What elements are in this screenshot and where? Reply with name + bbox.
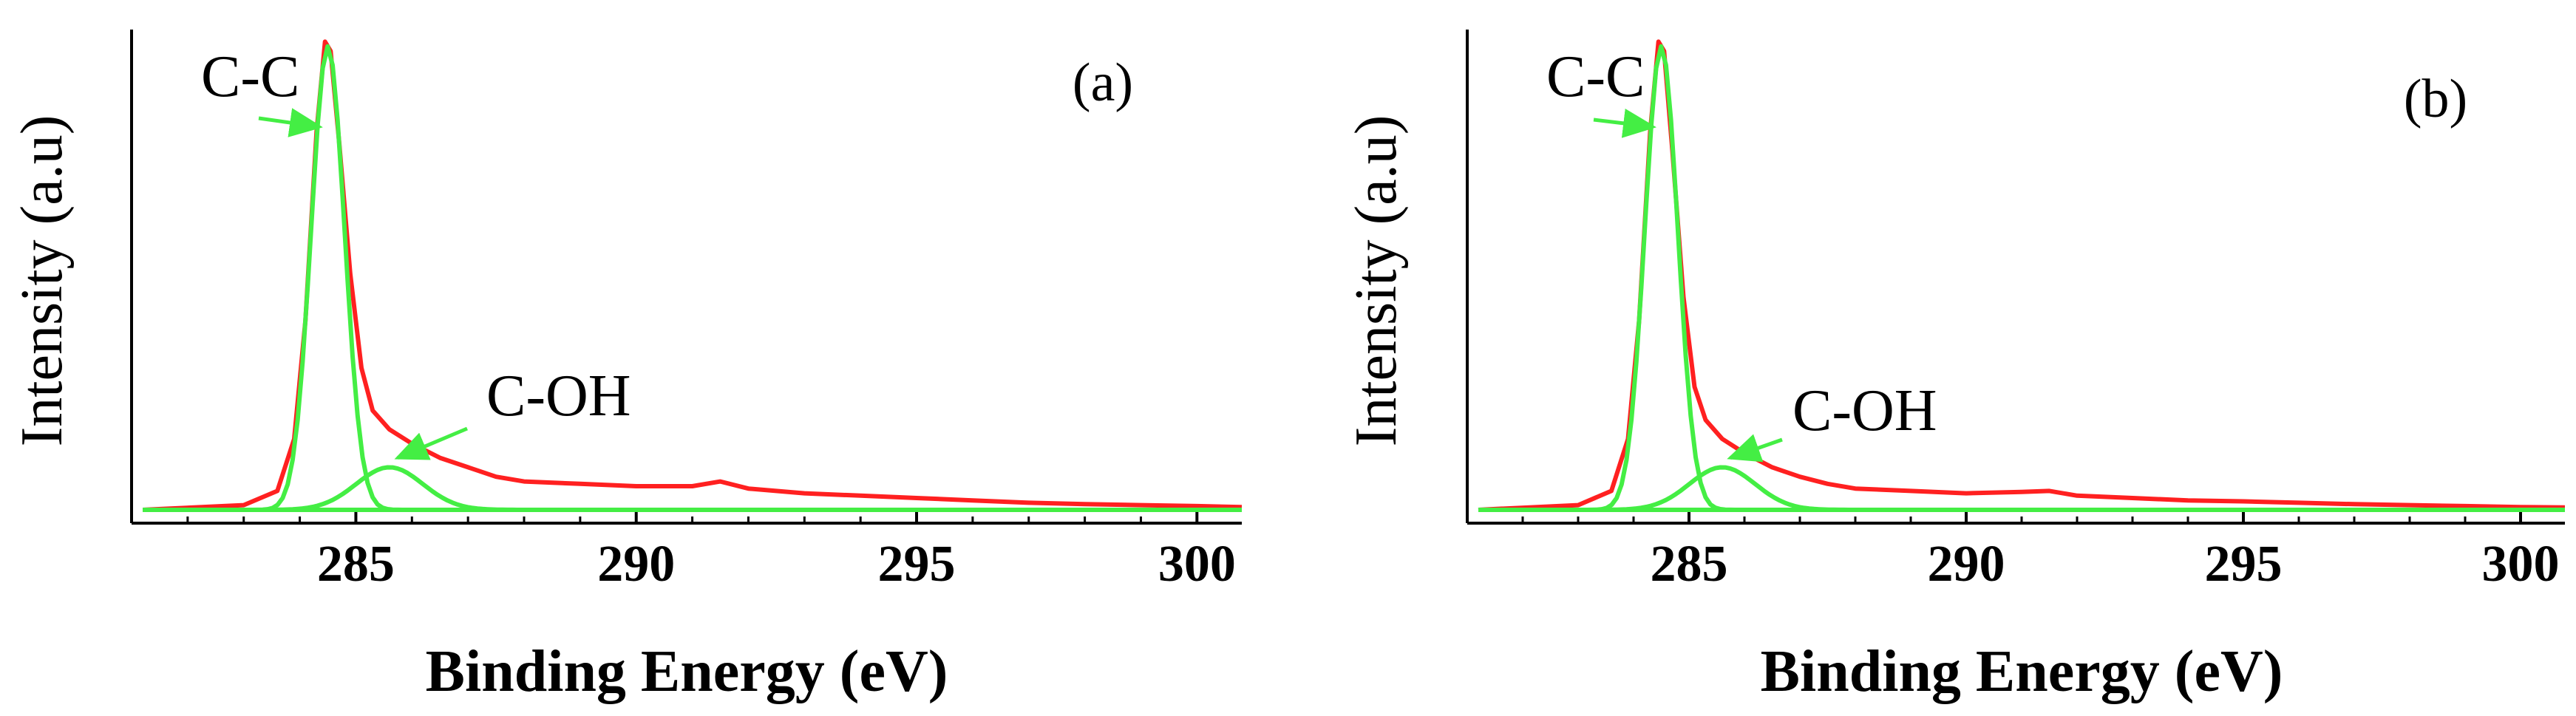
panel-label: (b) [2404, 69, 2467, 129]
panel-b: (b) Intensity (a.u) Binding Energy (eV) … [1344, 30, 2566, 704]
annotation-c-c: C-C [1546, 44, 1645, 109]
y-axis-label: Intensity (a.u) [10, 115, 75, 447]
x-tick-label: 295 [878, 536, 956, 593]
x-tick-labels: 285 290 295 300 [1651, 536, 2560, 593]
x-axis-label: Binding Energy (eV) [426, 639, 948, 704]
x-tick-label: 290 [597, 536, 675, 593]
y-axis-label: Intensity (a.u) [1344, 115, 1409, 447]
x-tick-labels: 285 290 295 300 [317, 536, 1236, 593]
annotation-arrow [258, 108, 323, 137]
annotation-c-oh: C-OH [486, 364, 631, 429]
x-tick-label: 295 [2205, 536, 2283, 593]
x-tick-label: 285 [317, 536, 395, 593]
annotation-arrow [1727, 434, 1783, 463]
annotation-c-oh: C-OH [1792, 378, 1937, 443]
x-tick-label: 300 [2482, 536, 2560, 593]
annotation-c-c: C-C [201, 44, 299, 109]
series-c-c [143, 44, 1242, 512]
series-c-c [1478, 44, 2565, 512]
panel-a: (a) Intensity (a.u) Binding Energy (eV) … [10, 30, 1243, 704]
x-axis-label: Binding Energy (eV) [1761, 639, 2283, 704]
annotation-arrow [394, 426, 468, 460]
annotation-arrow [1593, 108, 1656, 138]
x-tick-label: 290 [1928, 536, 2005, 593]
panel-label: (a) [1073, 52, 1133, 113]
x-tick-label: 300 [1158, 536, 1236, 593]
x-tick-label: 285 [1651, 536, 1728, 593]
